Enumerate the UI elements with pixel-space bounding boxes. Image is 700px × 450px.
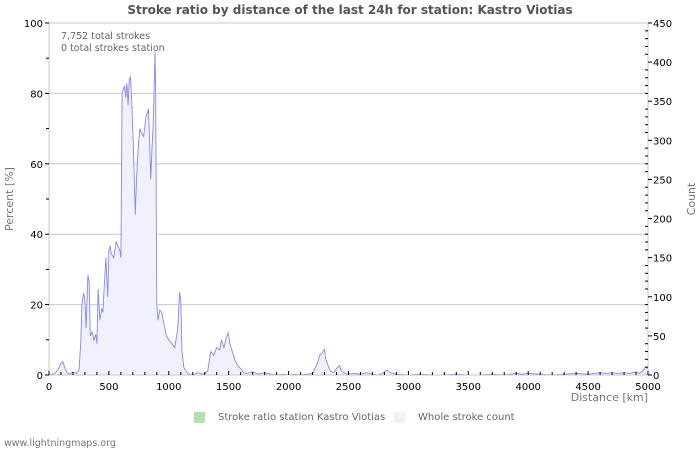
y-right-tick-label: 50	[653, 332, 666, 343]
count-line	[48, 51, 649, 376]
y-right-tick-label: 400	[653, 58, 672, 69]
y-left-tick-label: 0	[37, 371, 43, 382]
footer-site-credit: www.lightningmaps.org	[4, 438, 116, 449]
chart-title: Stroke ratio by distance of the last 24h…	[127, 3, 573, 17]
total-strokes-annotation: 7,752 total strokes	[61, 31, 150, 42]
count-area-fill	[49, 51, 648, 376]
y-left-tick-label: 20	[30, 301, 43, 312]
x-tick-label: 0	[46, 382, 52, 393]
x-tick-label: 2500	[336, 382, 361, 393]
total-strokes-station-annotation: 0 total strokes station	[61, 43, 165, 54]
x-tick-label: 500	[99, 382, 118, 393]
x-tick-label: 2000	[276, 382, 301, 393]
y-left-axis-title: Percent [%]	[3, 167, 16, 231]
legend-swatch-lavender	[394, 412, 405, 423]
whole-stroke-count-area	[48, 51, 649, 376]
y-right-tick-label: 300	[653, 136, 672, 147]
x-tick-label: 3000	[396, 382, 421, 393]
legend-item-whole-count: Whole stroke count	[394, 412, 515, 423]
y-right-tick-label: 200	[653, 215, 672, 226]
x-axis-title: Distance [km]	[571, 391, 648, 404]
y-right-tick-label: 250	[653, 175, 672, 186]
y-right-tick-label: 350	[653, 97, 672, 108]
x-tick-label: 4500	[575, 382, 600, 393]
y-right-tick-label: 0	[653, 371, 659, 382]
legend-swatch-green	[194, 412, 205, 423]
x-tick-label: 4000	[515, 382, 540, 393]
y-left-tick-label: 100	[24, 19, 43, 30]
y-right-tick-label: 150	[653, 254, 672, 265]
legend-label: Whole stroke count	[418, 412, 515, 423]
legend-label: Stroke ratio station Kastro Viotias	[218, 412, 386, 423]
x-tick-label: 1500	[216, 382, 241, 393]
y-right-tick-label: 100	[653, 293, 672, 304]
legend-item-station-ratio: Stroke ratio station Kastro Viotias	[194, 412, 385, 423]
y-left-tick-label: 40	[30, 230, 43, 241]
y-left-tick-label: 80	[30, 89, 43, 100]
y-right-axis-title: Count	[685, 182, 698, 215]
legend: Stroke ratio station Kastro Viotias Whol…	[0, 412, 700, 426]
y-right-tick-label: 450	[653, 19, 672, 30]
x-tick-label: 3500	[456, 382, 481, 393]
x-tick-label: 5000	[635, 382, 660, 393]
axes: 0204060801000501001502002503003504004500…	[24, 19, 672, 393]
y-left-tick-label: 60	[30, 160, 43, 171]
x-tick-label: 1000	[156, 382, 181, 393]
